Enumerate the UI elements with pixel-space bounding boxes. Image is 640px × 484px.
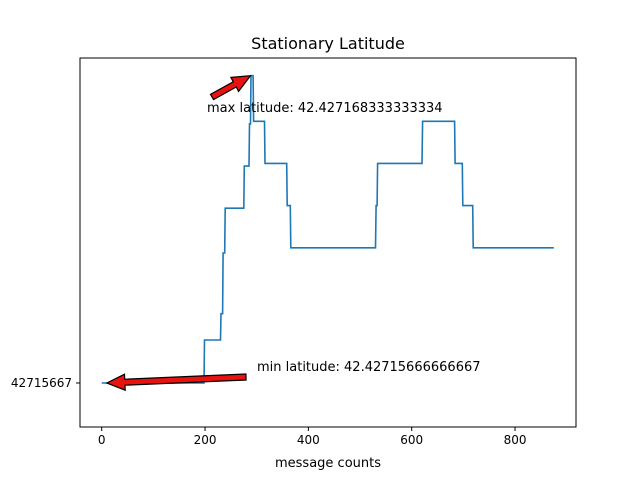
x-tick-label: 600 — [400, 433, 423, 447]
latitude-series-line — [101, 74, 554, 384]
x-tick-label: 400 — [297, 433, 320, 447]
x-axis-ticks: 0 200 400 600 800 — [98, 427, 527, 447]
annotations: max latitude: 42.427168333333334 min lati… — [105, 74, 481, 392]
max-latitude-annotation: max latitude: 42.427168333333334 — [207, 101, 443, 116]
min-latitude-annotation: min latitude: 42.42715666666667 — [257, 360, 481, 375]
y-tick-label: 42715667 — [11, 376, 72, 390]
min-arrow — [105, 373, 247, 392]
x-tick-label: 0 — [98, 433, 106, 447]
x-tick-label: 800 — [504, 433, 527, 447]
max-arrow — [209, 74, 252, 101]
x-tick-label: 200 — [194, 433, 217, 447]
x-axis-label: message counts — [275, 456, 381, 471]
chart-title: Stationary Latitude — [251, 34, 405, 53]
y-axis-ticks: 42715667 — [11, 376, 80, 390]
plot-area — [79, 57, 577, 428]
